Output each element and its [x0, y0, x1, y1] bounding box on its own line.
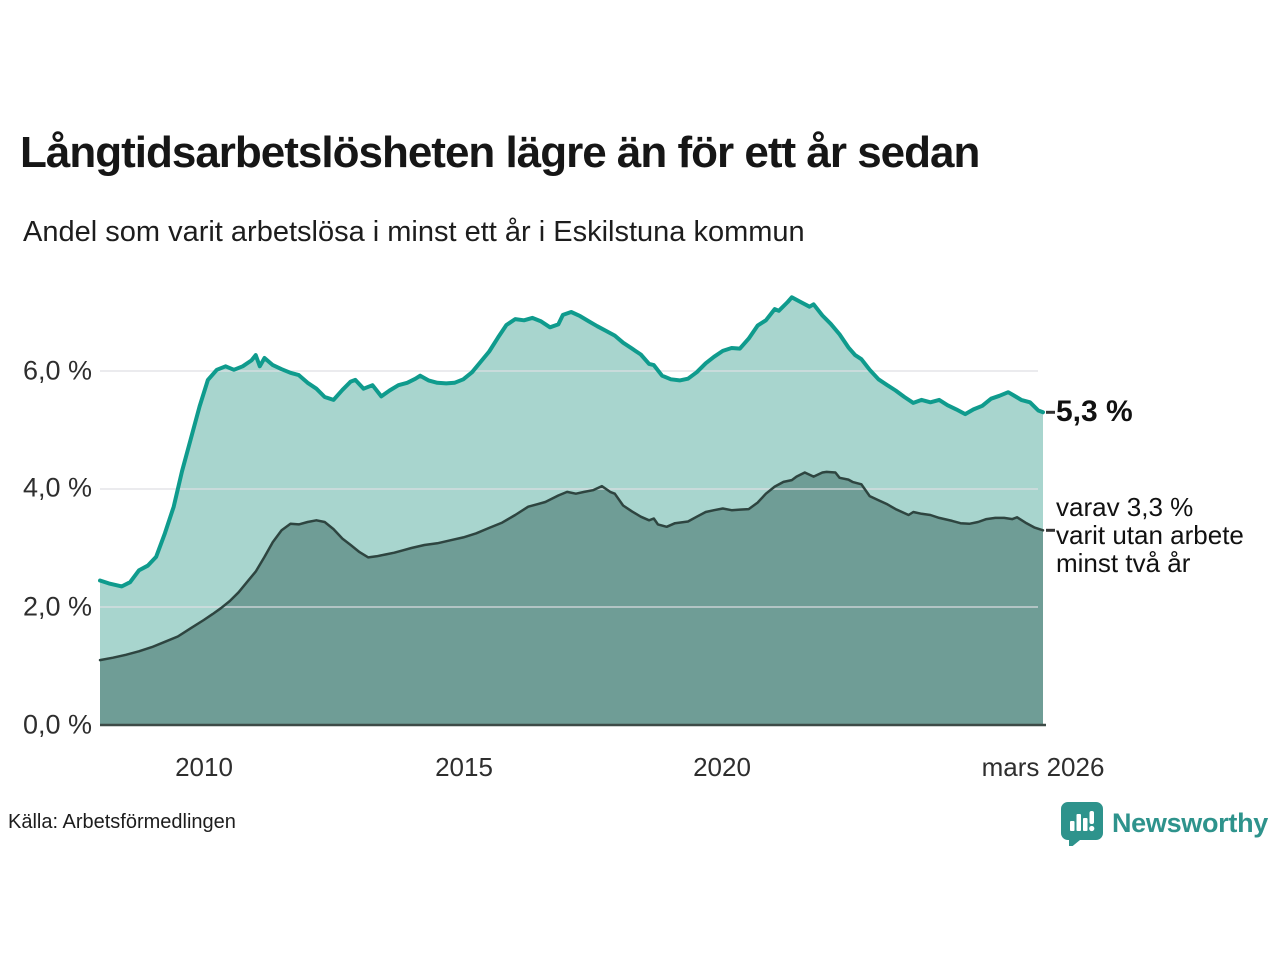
breakdown-line: varit utan arbete: [1056, 520, 1244, 550]
logo-barchart-glyph: [1069, 811, 1095, 832]
y-tick-label: 2,0 %: [22, 591, 92, 622]
chart-subtitle: Andel som varit arbetslösa i minst ett å…: [23, 216, 805, 248]
page-title: Långtidsarbetslösheten lägre än för ett …: [20, 128, 980, 177]
chart-fills: [100, 297, 1043, 725]
x-tick-label: mars 2026: [981, 752, 1105, 782]
y-tick-label: 0,0 %: [22, 709, 92, 740]
x-tick-label: 2010: [175, 752, 233, 782]
newsworthy-logo-icon: [1060, 802, 1103, 846]
line-minst-ett-ar: [98, 295, 1045, 589]
chart-gridlines: [100, 370, 1038, 608]
chart-lines: [98, 295, 1045, 662]
breakdown-line: minst två år: [1056, 548, 1191, 578]
area-minst-tva-ar: [100, 471, 1043, 725]
breakdown-annotation: varav 3,3 % varit utan arbete minst två …: [1056, 493, 1276, 577]
latest-value-label: 5,3 %: [1056, 395, 1133, 428]
logo-bubble-shape: [1060, 802, 1103, 846]
source-note: Källa: Arbetsförmedlingen: [8, 811, 236, 833]
x-tick-label: 2015: [435, 752, 493, 782]
newsworthy-logo: Newsworthy: [1060, 800, 1268, 846]
x-tick-label: 2020: [693, 752, 751, 782]
y-tick-label: 4,0 %: [22, 472, 92, 503]
breakdown-line: varav 3,3 %: [1056, 492, 1194, 522]
newsworthy-logo-text: Newsworthy: [1111, 807, 1268, 838]
line-minst-tva-ar: [98, 470, 1045, 662]
y-tick-label: 6,0 %: [22, 355, 92, 386]
